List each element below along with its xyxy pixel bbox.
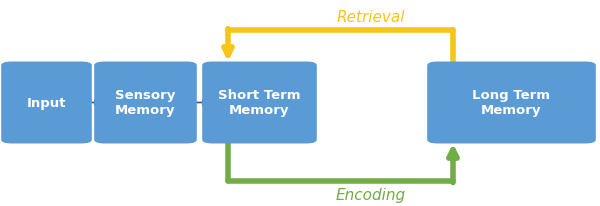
Text: Encoding: Encoding (335, 187, 406, 202)
FancyBboxPatch shape (1, 62, 92, 144)
Text: Input: Input (27, 97, 66, 109)
Text: Retrieval: Retrieval (336, 10, 405, 25)
FancyBboxPatch shape (427, 62, 596, 144)
FancyBboxPatch shape (94, 62, 197, 144)
Text: Short Term
Memory: Short Term Memory (218, 89, 301, 117)
Text: Sensory
Memory: Sensory Memory (115, 89, 176, 117)
FancyBboxPatch shape (202, 62, 317, 144)
Text: Long Term
Memory: Long Term Memory (473, 89, 551, 117)
